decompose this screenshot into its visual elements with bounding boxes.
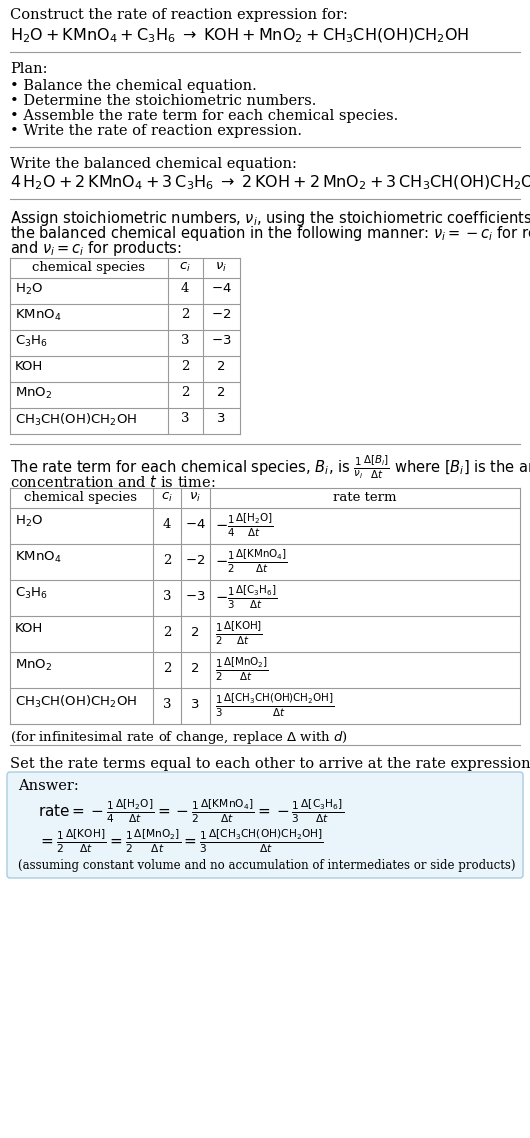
Text: (assuming constant volume and no accumulation of intermediates or side products): (assuming constant volume and no accumul… <box>18 859 516 872</box>
Text: 3: 3 <box>163 698 171 711</box>
Text: the balanced chemical equation in the following manner: $\nu_i = -c_i$ for react: the balanced chemical equation in the fo… <box>10 224 530 244</box>
Text: and $\nu_i = c_i$ for products:: and $\nu_i = c_i$ for products: <box>10 239 182 258</box>
Text: Assign stoichiometric numbers, $\nu_i$, using the stoichiometric coefficients, $: Assign stoichiometric numbers, $\nu_i$, … <box>10 209 530 228</box>
Text: $= \frac{1}{2}\frac{\Delta[\mathrm{KOH}]}{\Delta t} = \frac{1}{2}\frac{\Delta[\m: $= \frac{1}{2}\frac{\Delta[\mathrm{KOH}]… <box>38 827 324 855</box>
Text: 3: 3 <box>181 412 189 424</box>
Text: $\mathrm{H_2O}$: $\mathrm{H_2O}$ <box>15 282 43 297</box>
Text: KOH: KOH <box>15 360 43 373</box>
Text: $\nu_i$: $\nu_i$ <box>189 490 201 504</box>
Text: $\mathrm{MnO_2}$: $\mathrm{MnO_2}$ <box>15 386 52 401</box>
Text: 3: 3 <box>163 589 171 603</box>
Text: rate term: rate term <box>333 490 397 504</box>
Text: • Assemble the rate term for each chemical species.: • Assemble the rate term for each chemic… <box>10 109 398 123</box>
Text: chemical species: chemical species <box>24 490 137 504</box>
Text: • Balance the chemical equation.: • Balance the chemical equation. <box>10 79 257 93</box>
Text: 2: 2 <box>181 308 189 321</box>
Text: 2: 2 <box>217 360 225 373</box>
Text: $-4$: $-4$ <box>210 282 232 295</box>
Text: $\mathrm{C_3H_6}$: $\mathrm{C_3H_6}$ <box>15 586 48 601</box>
Text: $-\frac{1}{3}\frac{\Delta[\mathrm{C_3H_6}]}{\Delta t}$: $-\frac{1}{3}\frac{\Delta[\mathrm{C_3H_6… <box>215 584 277 611</box>
Text: 3: 3 <box>217 412 225 424</box>
Text: (for infinitesimal rate of change, replace $\Delta$ with $d$): (for infinitesimal rate of change, repla… <box>10 729 348 747</box>
Text: $\mathrm{H_2O}$: $\mathrm{H_2O}$ <box>15 514 43 529</box>
Text: $\mathrm{CH_3CH(OH)CH_2OH}$: $\mathrm{CH_3CH(OH)CH_2OH}$ <box>15 694 137 710</box>
Text: $c_i$: $c_i$ <box>161 490 173 504</box>
Text: 3: 3 <box>191 698 199 711</box>
Text: $\mathrm{rate} = -\frac{1}{4}\frac{\Delta[\mathrm{H_2O}]}{\Delta t} = -\frac{1}{: $\mathrm{rate} = -\frac{1}{4}\frac{\Delt… <box>38 797 344 825</box>
Text: Set the rate terms equal to each other to arrive at the rate expression:: Set the rate terms equal to each other t… <box>10 757 530 772</box>
Text: $\frac{1}{2}\frac{\Delta[\mathrm{KOH}]}{\Delta t}$: $\frac{1}{2}\frac{\Delta[\mathrm{KOH}]}{… <box>215 620 263 648</box>
Text: 2: 2 <box>181 386 189 399</box>
Text: The rate term for each chemical species, $B_i$, is $\frac{1}{\nu_i}\frac{\Delta[: The rate term for each chemical species,… <box>10 454 530 481</box>
Text: $\frac{1}{2}\frac{\Delta[\mathrm{MnO_2}]}{\Delta t}$: $\frac{1}{2}\frac{\Delta[\mathrm{MnO_2}]… <box>215 655 269 684</box>
Text: $\mathrm{KMnO_4}$: $\mathrm{KMnO_4}$ <box>15 550 61 566</box>
Text: 4: 4 <box>163 518 171 531</box>
Text: $\frac{1}{3}\frac{\Delta[\mathrm{CH_3CH(OH)CH_2OH}]}{\Delta t}$: $\frac{1}{3}\frac{\Delta[\mathrm{CH_3CH(… <box>215 692 334 719</box>
Text: $-3$: $-3$ <box>185 589 205 603</box>
Text: $\mathrm{C_3H_6}$: $\mathrm{C_3H_6}$ <box>15 333 48 349</box>
Text: Write the balanced chemical equation:: Write the balanced chemical equation: <box>10 157 297 171</box>
Text: 2: 2 <box>163 626 171 640</box>
Text: • Write the rate of reaction expression.: • Write the rate of reaction expression. <box>10 124 302 138</box>
Text: 4: 4 <box>181 282 189 295</box>
Text: $\mathrm{KMnO_4}$: $\mathrm{KMnO_4}$ <box>15 308 61 323</box>
Text: $-\frac{1}{2}\frac{\Delta[\mathrm{KMnO_4}]}{\Delta t}$: $-\frac{1}{2}\frac{\Delta[\mathrm{KMnO_4… <box>215 549 288 576</box>
FancyBboxPatch shape <box>7 772 523 879</box>
Text: 2: 2 <box>181 360 189 373</box>
Text: 3: 3 <box>181 333 189 347</box>
Text: $\mathrm{MnO_2}$: $\mathrm{MnO_2}$ <box>15 658 52 673</box>
Text: $\nu_i$: $\nu_i$ <box>215 261 227 274</box>
Text: $\mathrm{CH_3CH(OH)CH_2OH}$: $\mathrm{CH_3CH(OH)CH_2OH}$ <box>15 412 137 428</box>
Text: Answer:: Answer: <box>18 780 79 793</box>
Text: $\mathrm{H_2O + KMnO_4 + C_3H_6 \;\rightarrow\; KOH + MnO_2 + CH_3CH(OH)CH_2OH}$: $\mathrm{H_2O + KMnO_4 + C_3H_6 \;\right… <box>10 27 470 46</box>
Text: 2: 2 <box>163 662 171 675</box>
Text: $c_i$: $c_i$ <box>179 261 191 274</box>
Text: $\mathrm{4\,H_2O + 2\,KMnO_4 + 3\,C_3H_6 \;\rightarrow\; 2\,KOH + 2\,MnO_2 + 3\,: $\mathrm{4\,H_2O + 2\,KMnO_4 + 3\,C_3H_6… <box>10 174 530 192</box>
Text: $-3$: $-3$ <box>211 333 231 347</box>
Text: $-2$: $-2$ <box>211 308 231 321</box>
Text: $-4$: $-4$ <box>184 518 205 531</box>
Text: 2: 2 <box>217 386 225 399</box>
Text: Plan:: Plan: <box>10 61 48 76</box>
Text: chemical species: chemical species <box>32 261 146 274</box>
Text: KOH: KOH <box>15 622 43 635</box>
Text: • Determine the stoichiometric numbers.: • Determine the stoichiometric numbers. <box>10 94 316 108</box>
Text: $-2$: $-2$ <box>185 554 205 567</box>
Text: concentration and $t$ is time:: concentration and $t$ is time: <box>10 475 216 490</box>
Text: Construct the rate of reaction expression for:: Construct the rate of reaction expressio… <box>10 8 348 22</box>
Text: 2: 2 <box>191 626 199 640</box>
Text: 2: 2 <box>191 662 199 675</box>
Text: $-\frac{1}{4}\frac{\Delta[\mathrm{H_2O}]}{\Delta t}$: $-\frac{1}{4}\frac{\Delta[\mathrm{H_2O}]… <box>215 512 273 539</box>
Text: 2: 2 <box>163 554 171 567</box>
